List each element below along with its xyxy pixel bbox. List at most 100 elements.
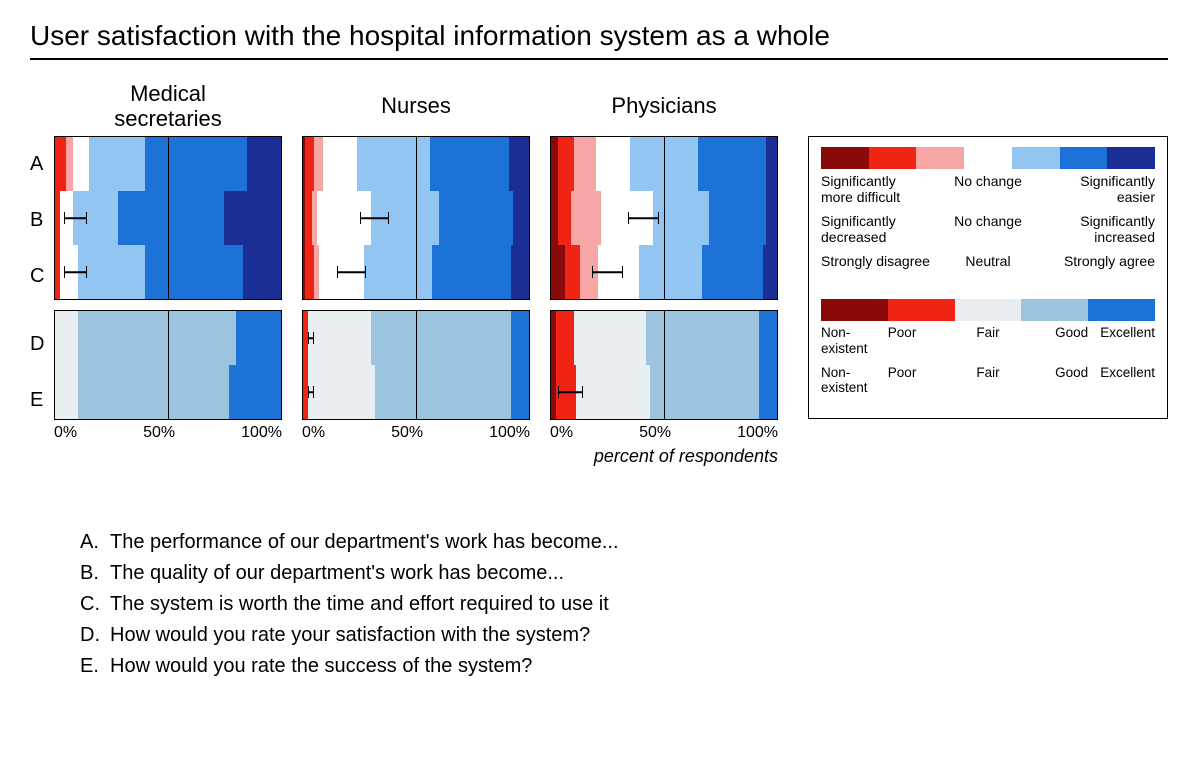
bar-segment <box>78 365 229 419</box>
legend-label: Non- existent <box>821 365 888 396</box>
bar-segment <box>308 365 376 419</box>
bar-segment <box>89 137 146 191</box>
bar-segment <box>305 245 314 299</box>
x-axis-caption: percent of respondents <box>550 442 778 467</box>
gridline-50 <box>416 245 417 299</box>
bar-segment <box>73 191 118 245</box>
panel-0: Medical secretaries0%50%100% <box>54 80 282 467</box>
gridline-50 <box>168 311 169 365</box>
bar-segment <box>375 365 511 419</box>
legend-label: Good <box>1021 325 1088 356</box>
legend-label-row: Strongly disagreeNeutralStrongly agree <box>821 253 1155 269</box>
bar-segment <box>305 191 312 245</box>
x-tick: 50% <box>391 424 423 442</box>
gridline-50 <box>168 245 169 299</box>
legend-label: Good <box>1021 365 1088 396</box>
bar-row <box>55 137 281 191</box>
legend-scale-5 <box>821 299 1155 321</box>
gridline-50 <box>416 191 417 245</box>
legend-label: Excellent <box>1088 365 1155 396</box>
y-label-A: A <box>30 136 54 192</box>
legend-label: Fair <box>955 325 1022 356</box>
legend-label: Significantly more difficult <box>821 173 931 205</box>
question-key: E. <box>80 651 110 682</box>
gridline-50 <box>664 191 665 245</box>
bar-row <box>55 365 281 419</box>
y-axis-labels: ABCDE <box>30 80 54 428</box>
bar-segment <box>73 137 89 191</box>
legend-swatch <box>1012 147 1060 169</box>
bar-segment <box>66 137 73 191</box>
bar-segment <box>364 245 432 299</box>
legend-label: Excellent <box>1088 325 1155 356</box>
bar-segment <box>236 311 281 365</box>
bar-segment <box>759 311 777 365</box>
bar-segment <box>571 191 600 245</box>
legend-label: Significantly decreased <box>821 213 931 245</box>
legend-label: Strongly agree <box>1045 253 1155 269</box>
bar-row <box>551 191 777 245</box>
bar-segment <box>574 137 597 191</box>
question-text: The system is worth the time and effort … <box>110 589 609 620</box>
bar-row <box>303 311 529 365</box>
question-row: A.The performance of our department's wo… <box>80 527 1168 558</box>
chart-group-1 <box>54 310 282 420</box>
legend-label: Strongly disagree <box>821 253 931 269</box>
gridline-50 <box>664 365 665 419</box>
legend-box: Significantly more difficultNo changeSig… <box>808 136 1168 419</box>
bar-segment <box>308 311 371 365</box>
bar-segment <box>511 245 529 299</box>
legend-swatch <box>821 299 888 321</box>
legend-label: Fair <box>955 365 1022 396</box>
bar-segment <box>357 137 429 191</box>
x-tick: 50% <box>639 424 671 442</box>
bar-segment <box>558 191 572 245</box>
panel-1: Nurses0%50%100% <box>302 80 530 467</box>
question-key: B. <box>80 558 110 589</box>
bar-segment <box>565 245 581 299</box>
legend-swatch <box>1060 147 1108 169</box>
question-text: How would you rate your satisfaction wit… <box>110 620 590 651</box>
bar-segment <box>371 191 439 245</box>
panels-container: Medical secretaries0%50%100%Nurses0%50%1… <box>54 80 798 467</box>
bar-segment <box>305 137 314 191</box>
x-axis: 0%50%100% <box>54 420 282 442</box>
legend-swatch <box>955 299 1022 321</box>
legend-scale-7 <box>821 147 1155 169</box>
question-text: The performance of our department's work… <box>110 527 619 558</box>
question-list: A.The performance of our department's wo… <box>80 527 1168 682</box>
bar-segment <box>650 365 758 419</box>
bar-segment <box>432 245 511 299</box>
gridline-50 <box>168 191 169 245</box>
bar-segment <box>551 245 565 299</box>
legend-swatch <box>1021 299 1088 321</box>
bar-segment <box>709 191 766 245</box>
bar-segment <box>511 311 529 365</box>
bar-row <box>551 365 777 419</box>
bar-segment <box>766 191 777 245</box>
legend-swatch <box>964 147 1012 169</box>
question-row: D.How would you rate your satisfaction w… <box>80 620 1168 651</box>
legend-label: Significantly increased <box>1045 213 1155 245</box>
gridline-50 <box>664 311 665 365</box>
question-row: E.How would you rate the success of the … <box>80 651 1168 682</box>
bar-segment <box>60 245 78 299</box>
question-text: The quality of our department's work has… <box>110 558 564 589</box>
figure-row: ABCDE Medical secretaries0%50%100%Nurses… <box>30 80 1168 467</box>
chart-group-0 <box>302 136 530 300</box>
panel-header: Physicians <box>550 80 778 136</box>
gridline-50 <box>416 365 417 419</box>
bar-segment <box>55 365 78 419</box>
bar-segment <box>639 245 702 299</box>
y-label-E: E <box>30 372 54 428</box>
question-row: B.The quality of our department's work h… <box>80 558 1168 589</box>
x-axis: 0%50%100% <box>550 420 778 442</box>
bar-row <box>55 311 281 365</box>
bar-segment <box>314 137 323 191</box>
bar-segment <box>598 245 639 299</box>
bar-row <box>303 245 529 299</box>
legend-swatch <box>916 147 964 169</box>
bar-segment <box>596 137 630 191</box>
bar-segment <box>319 245 364 299</box>
legend-label: Poor <box>888 325 955 356</box>
